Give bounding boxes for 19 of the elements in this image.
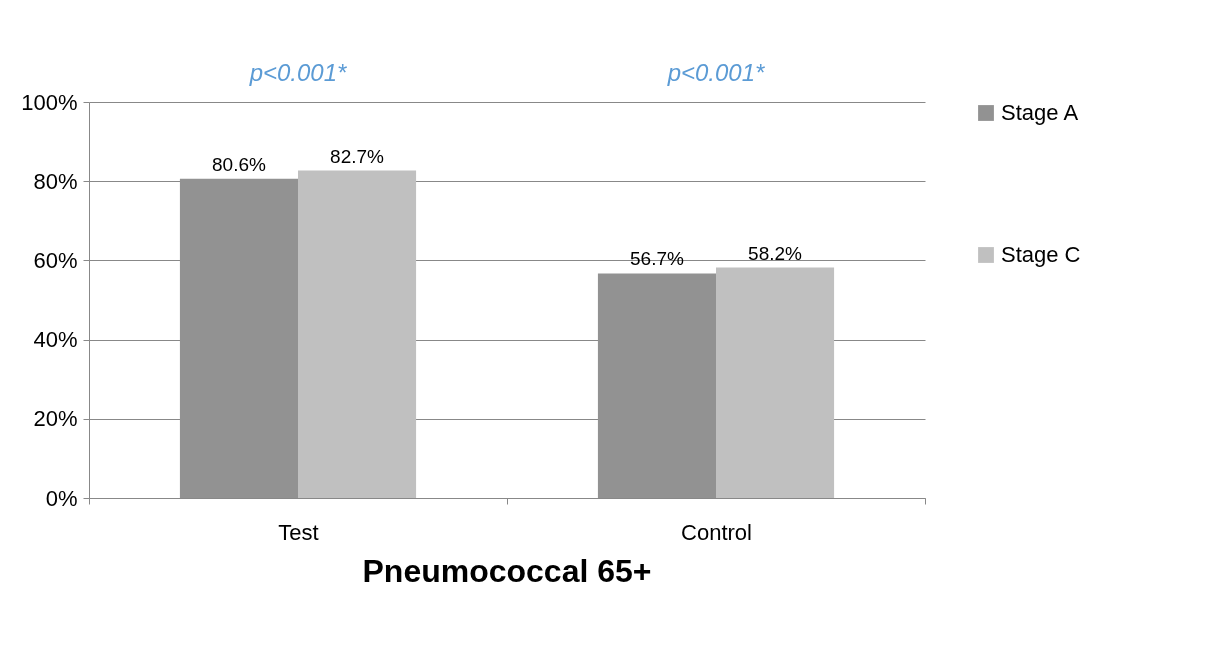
bar bbox=[716, 267, 835, 498]
y-tick-label: 40% bbox=[33, 327, 78, 353]
y-tick-label: 80% bbox=[33, 168, 78, 194]
data-label: 56.7% bbox=[630, 248, 684, 270]
x-tick-label: Control bbox=[681, 519, 752, 545]
bar bbox=[298, 170, 417, 498]
text: Pneumococcal 65+ bbox=[362, 553, 652, 589]
y-tick-label: 20% bbox=[33, 406, 78, 432]
legend-label: Stage C bbox=[1001, 242, 1081, 267]
text: p<0.001* bbox=[248, 59, 348, 86]
y-tick-label: 60% bbox=[33, 247, 78, 273]
data-label: 82.7% bbox=[330, 145, 385, 167]
legend-label: Stage A bbox=[1001, 100, 1079, 125]
y-tick-label: 100% bbox=[21, 89, 78, 115]
y-tick-label: 0% bbox=[45, 485, 78, 511]
x-tick-label: Test bbox=[278, 519, 319, 545]
data-label: 80.6% bbox=[212, 153, 266, 175]
data-label: 58.2% bbox=[748, 242, 803, 264]
text: p<0.001* bbox=[666, 59, 766, 86]
